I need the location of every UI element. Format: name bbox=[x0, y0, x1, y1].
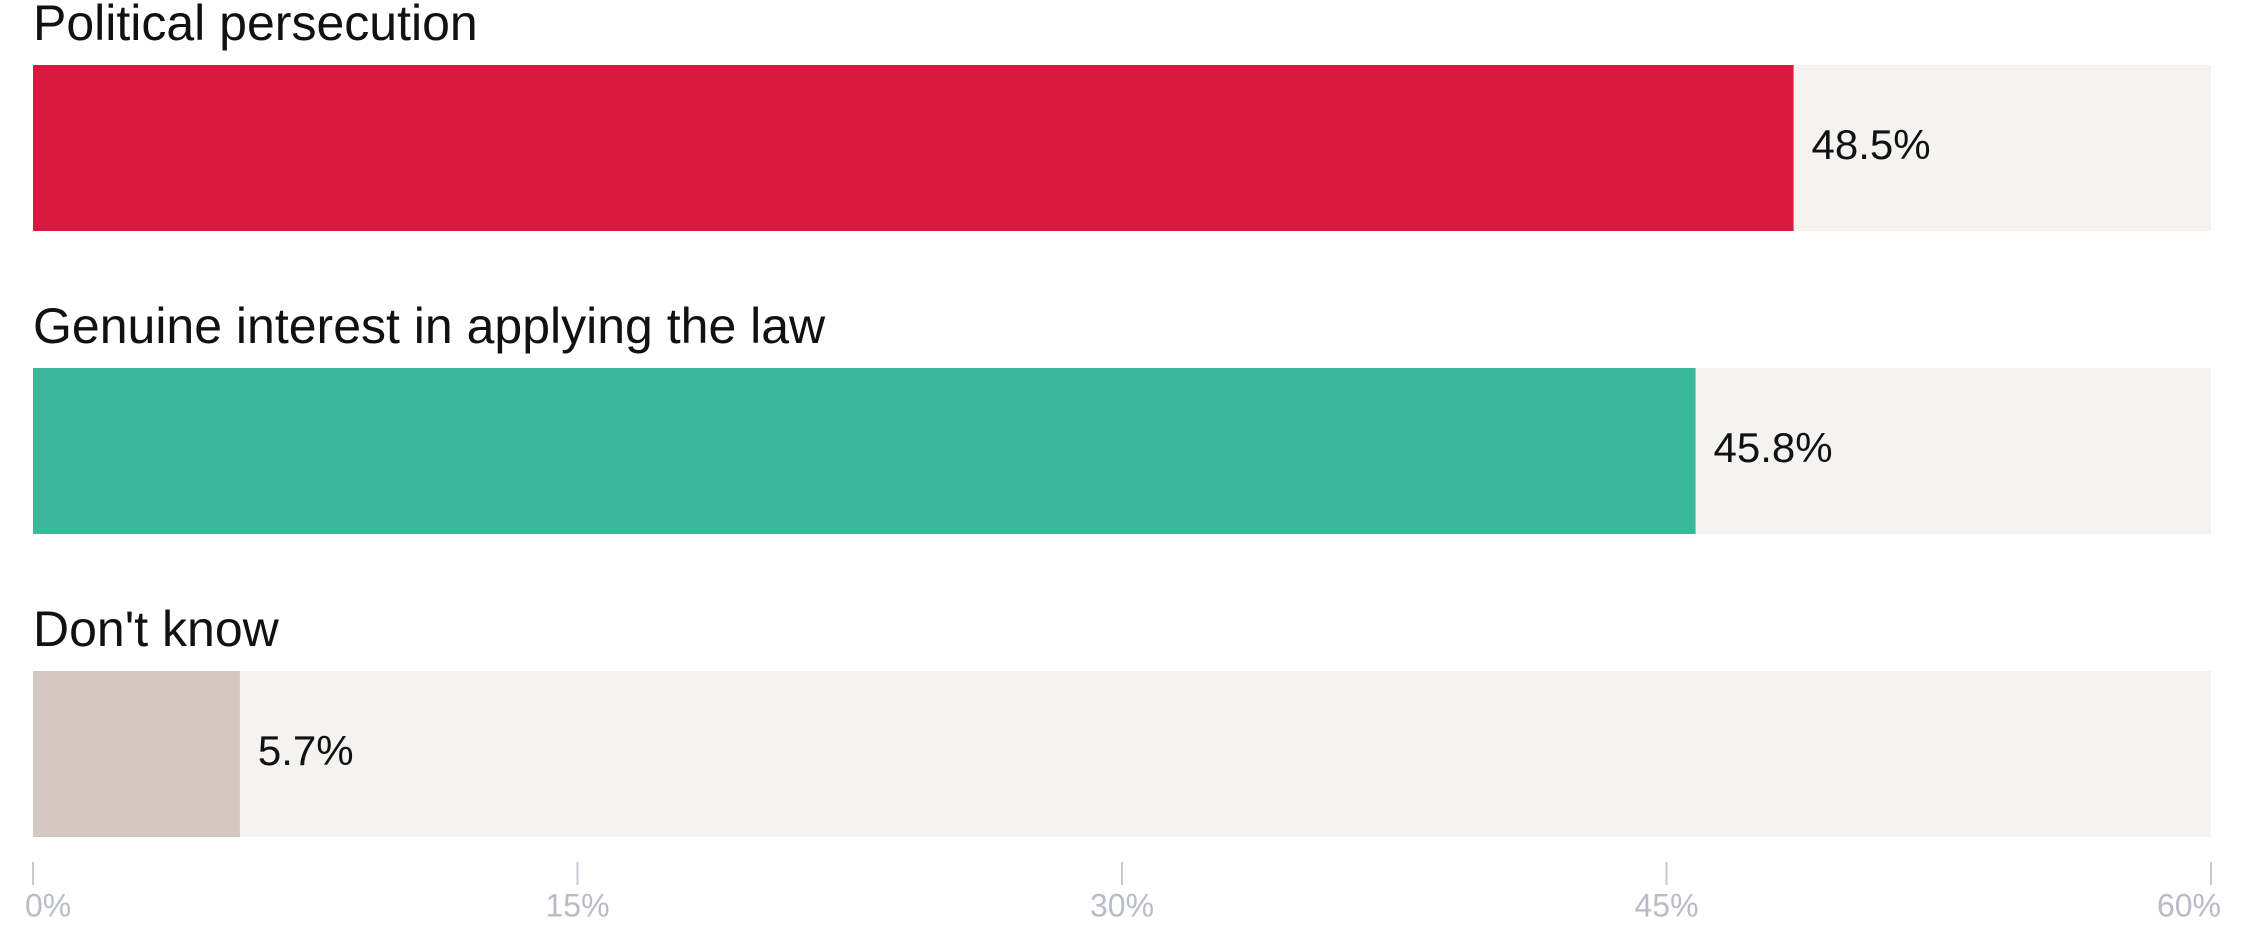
value-label: 5.7% bbox=[258, 727, 354, 774]
x-tick-label: 15% bbox=[545, 887, 609, 923]
x-tick-label: 0% bbox=[25, 887, 71, 923]
value-label: 45.8% bbox=[1714, 424, 1833, 471]
category-label: Don't know bbox=[33, 601, 280, 657]
bar-track bbox=[33, 671, 2211, 837]
x-tick-label: 60% bbox=[2157, 887, 2221, 923]
category-label: Political persecution bbox=[33, 0, 478, 51]
bar bbox=[33, 671, 240, 837]
value-label: 48.5% bbox=[1812, 121, 1931, 168]
bar bbox=[33, 65, 1794, 231]
category-label: Genuine interest in applying the law bbox=[33, 298, 826, 354]
x-tick-label: 30% bbox=[1090, 887, 1154, 923]
x-tick-label: 45% bbox=[1634, 887, 1698, 923]
bar bbox=[33, 368, 1696, 534]
